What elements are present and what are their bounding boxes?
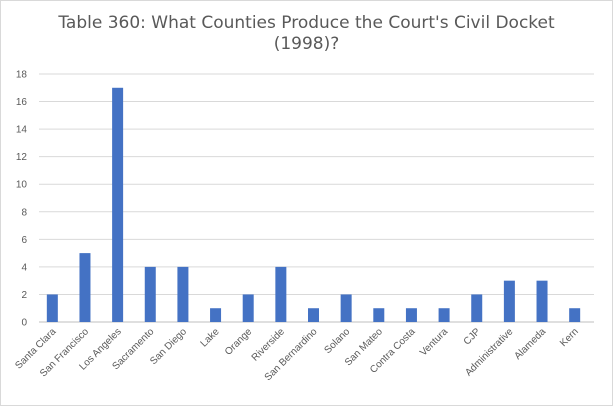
y-tick-label: 14 bbox=[16, 125, 28, 136]
y-tick-label: 8 bbox=[21, 207, 27, 218]
chart-title: Table 360: What Counties Produce the Cou… bbox=[1, 13, 612, 55]
bar bbox=[503, 280, 515, 322]
bar bbox=[438, 308, 450, 322]
bar bbox=[340, 294, 352, 322]
x-tick-label: CJP bbox=[462, 326, 483, 347]
y-tick-label: 4 bbox=[21, 262, 27, 273]
y-tick-label: 12 bbox=[16, 152, 28, 163]
bar bbox=[144, 266, 156, 322]
y-tick-label: 16 bbox=[16, 97, 28, 108]
bar bbox=[46, 294, 58, 322]
bar bbox=[242, 294, 254, 322]
chart-title-line1: Table 360: What Counties Produce the Cou… bbox=[58, 13, 555, 33]
bar bbox=[308, 308, 319, 322]
y-tick-label: 10 bbox=[16, 180, 28, 191]
bar bbox=[275, 266, 287, 322]
chart-title-line2: (1998)? bbox=[273, 34, 340, 54]
bar bbox=[569, 308, 581, 322]
bar bbox=[471, 294, 483, 322]
x-tick-label: Kern bbox=[558, 326, 581, 349]
bar bbox=[536, 280, 548, 322]
x-tick-label: Alameda bbox=[512, 326, 548, 362]
x-tick-label: Ventura bbox=[418, 326, 450, 358]
y-tick-label: 2 bbox=[21, 290, 27, 301]
bar bbox=[373, 308, 385, 322]
bar bbox=[112, 87, 124, 323]
x-tick-label: Orange bbox=[223, 326, 255, 358]
bar bbox=[177, 266, 189, 322]
x-tick-label: Solano bbox=[322, 326, 352, 356]
y-tick-label: 0 bbox=[21, 318, 27, 329]
bar bbox=[405, 308, 417, 322]
bar bbox=[210, 308, 222, 322]
x-tick-label: Lake bbox=[199, 326, 222, 349]
y-tick-label: 18 bbox=[16, 70, 28, 81]
y-tick-label: 6 bbox=[21, 235, 27, 246]
bar bbox=[79, 253, 91, 322]
